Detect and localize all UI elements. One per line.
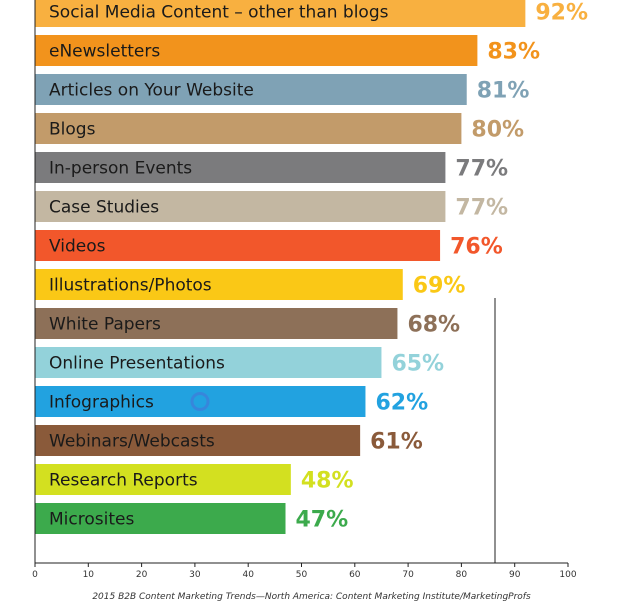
category-label: White Papers bbox=[49, 315, 161, 335]
bar bbox=[35, 464, 291, 495]
bar bbox=[35, 386, 366, 417]
value-label: 68% bbox=[407, 313, 460, 338]
bar-row: Case Studies 77% bbox=[35, 191, 508, 222]
x-tick-label: 20 bbox=[136, 570, 148, 580]
category-label: Videos bbox=[49, 237, 106, 257]
category-label: Webinars/Webcasts bbox=[49, 432, 215, 452]
x-axis-ticks: 0 10 20 30 40 50 60 70 80 90 100 bbox=[32, 563, 577, 580]
x-tick-label: 30 bbox=[189, 570, 201, 580]
category-label: Infographics bbox=[49, 393, 154, 413]
bar-row: White Papers 68% bbox=[35, 308, 460, 339]
value-label: 77% bbox=[455, 196, 508, 221]
value-label: 48% bbox=[301, 469, 354, 494]
category-label: Social Media Content – other than blogs bbox=[49, 3, 389, 23]
category-label: Illustrations/Photos bbox=[49, 276, 212, 296]
value-label: 65% bbox=[391, 352, 444, 377]
bar bbox=[35, 35, 478, 66]
category-label: Blogs bbox=[49, 120, 96, 140]
value-label: 69% bbox=[413, 274, 466, 299]
x-tick-label: 70 bbox=[402, 570, 414, 580]
bar-row: Webinars/Webcasts 61% bbox=[35, 425, 423, 456]
value-label: 80% bbox=[471, 118, 524, 143]
x-tick-label: 10 bbox=[83, 570, 95, 580]
bars-group: Social Media Content – other than blogs 9… bbox=[35, 0, 588, 534]
x-tick-label: 50 bbox=[296, 570, 308, 580]
bar-row: Social Media Content – other than blogs 9… bbox=[35, 0, 588, 27]
value-label: 77% bbox=[455, 157, 508, 182]
category-label: eNewsletters bbox=[49, 42, 160, 62]
x-tick-label: 100 bbox=[559, 570, 576, 580]
bar-row: Videos 76% bbox=[35, 230, 503, 261]
bar bbox=[35, 74, 467, 105]
bar bbox=[35, 269, 403, 300]
x-tick-label: 60 bbox=[349, 570, 361, 580]
bar-row: Online Presentations 65% bbox=[35, 347, 444, 378]
bar-row: Illustrations/Photos 69% bbox=[35, 269, 465, 300]
value-label: 83% bbox=[487, 40, 540, 65]
category-label: Research Reports bbox=[49, 471, 198, 491]
bar bbox=[35, 230, 441, 261]
bar-row: Research Reports 48% bbox=[35, 464, 354, 495]
bar bbox=[35, 347, 382, 378]
value-label: 81% bbox=[477, 79, 530, 104]
bar bbox=[35, 113, 462, 144]
x-tick-label: 40 bbox=[242, 570, 254, 580]
category-label: Case Studies bbox=[49, 198, 159, 218]
value-label: 62% bbox=[375, 391, 428, 416]
value-label: 47% bbox=[296, 508, 349, 533]
x-tick-label: 90 bbox=[509, 570, 521, 580]
bar-row: Infographics 62% bbox=[35, 386, 428, 417]
bar-row: Microsites 47% bbox=[35, 503, 348, 534]
bar-row: eNewsletters 83% bbox=[35, 35, 540, 66]
bar bbox=[35, 191, 446, 222]
bar-row: Blogs 80% bbox=[35, 113, 524, 144]
bar-row: In-person Events 77% bbox=[35, 152, 508, 183]
bar bbox=[35, 152, 446, 183]
bar bbox=[35, 0, 526, 27]
category-label: Articles on Your Website bbox=[49, 81, 254, 101]
value-label: 76% bbox=[450, 235, 503, 260]
bar bbox=[35, 308, 398, 339]
category-label: Microsites bbox=[49, 510, 134, 530]
source-caption: 2015 B2B Content Marketing Trends—North … bbox=[92, 592, 531, 602]
bar bbox=[35, 425, 361, 456]
category-label: In-person Events bbox=[49, 159, 192, 179]
bar bbox=[35, 503, 286, 534]
value-label: 61% bbox=[370, 430, 423, 455]
bar-row: Articles on Your Website 81% bbox=[35, 74, 529, 105]
x-tick-label: 80 bbox=[456, 570, 468, 580]
value-label: 92% bbox=[535, 1, 588, 26]
x-tick-label: 0 bbox=[32, 570, 38, 580]
marker-dot-icon bbox=[190, 392, 210, 411]
category-label: Online Presentations bbox=[49, 354, 225, 374]
